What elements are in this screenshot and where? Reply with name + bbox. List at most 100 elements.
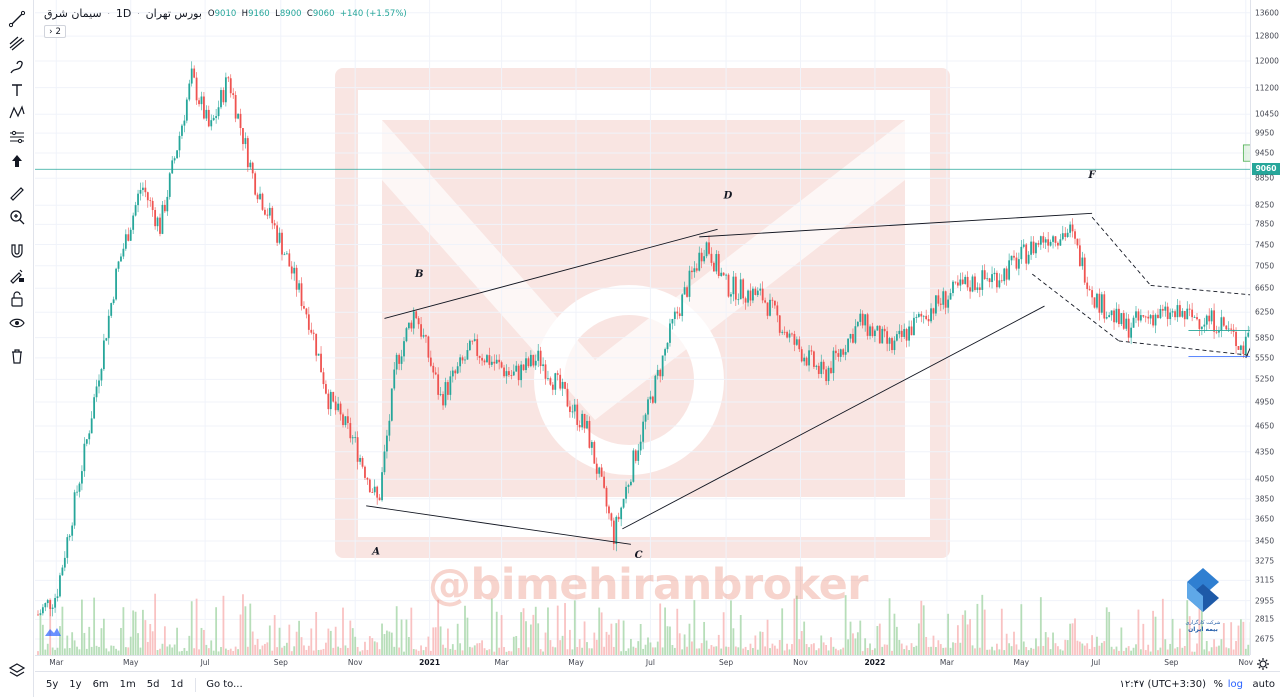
candle-body bbox=[222, 90, 225, 103]
volume-bar bbox=[798, 639, 801, 655]
price-tick: 9450 bbox=[1255, 148, 1275, 158]
timezone-clock[interactable]: ۱۲:۴۷ (UTC+3:30) bbox=[1119, 679, 1207, 690]
unlock-icon[interactable] bbox=[5, 288, 29, 310]
price-scale[interactable]: 9060 13600 12800 12000 11200 10450 9950 9450 88… bbox=[1250, 0, 1280, 655]
candle-body bbox=[464, 359, 466, 361]
volume-bar bbox=[739, 615, 742, 655]
trash-icon[interactable] bbox=[5, 345, 29, 367]
volume-bar bbox=[969, 619, 971, 655]
volume-bar bbox=[856, 632, 859, 655]
volume-bar bbox=[312, 650, 315, 655]
volume-bar bbox=[1103, 641, 1106, 655]
candle-body bbox=[988, 278, 991, 283]
chart-pane[interactable]: 0.618(5959)0.786(5571)ABCDFG bbox=[35, 0, 1250, 655]
time-tick: Nov bbox=[1238, 658, 1254, 667]
volume-bar bbox=[1125, 647, 1128, 655]
layers-icon[interactable] bbox=[8, 662, 26, 680]
auto-scale-toggle[interactable]: auto bbox=[1252, 679, 1275, 690]
volume-bar bbox=[1035, 638, 1037, 655]
candle-body bbox=[742, 279, 745, 299]
price-chart[interactable]: 0.618(5959)0.786(5571)ABCDFG bbox=[35, 0, 1250, 655]
volume-bar bbox=[573, 600, 576, 655]
volume-bar bbox=[791, 644, 793, 655]
candle-body bbox=[864, 314, 867, 326]
candle-body bbox=[234, 95, 237, 119]
volume-bar bbox=[1074, 618, 1076, 655]
volume-bar bbox=[649, 642, 652, 655]
volume-bar bbox=[1203, 649, 1206, 655]
time-scale[interactable]: Mar May Jul Sep Nov 2021 Mar May Jul Sep Nov 2022 Ma… bbox=[35, 655, 1254, 670]
range-5d-button[interactable]: 5d bbox=[146, 679, 160, 690]
range-5y-button[interactable]: 5y bbox=[46, 679, 59, 690]
volume-bar bbox=[88, 626, 91, 655]
candle-body bbox=[427, 336, 430, 358]
volume-bar bbox=[954, 642, 957, 655]
volume-bar bbox=[620, 651, 623, 655]
candle-body bbox=[490, 361, 493, 365]
candle-body bbox=[41, 607, 44, 614]
volume-bar bbox=[1237, 625, 1240, 655]
volume-bar bbox=[488, 649, 491, 655]
series-legend[interactable]: سیمان شرق · 1D · بورس تهران O9010 H9160 … bbox=[44, 7, 407, 20]
arrow-cursor-icon[interactable] bbox=[5, 150, 29, 172]
ruler-icon[interactable] bbox=[5, 183, 29, 205]
volume-bar bbox=[942, 647, 945, 655]
prediction-icon[interactable] bbox=[5, 126, 29, 148]
volume-bar bbox=[251, 631, 254, 655]
indicators-toggle-button[interactable]: › 2 bbox=[44, 25, 66, 38]
eye-icon[interactable] bbox=[5, 312, 29, 334]
gear-icon[interactable] bbox=[1256, 657, 1270, 671]
lock-drawing-icon[interactable] bbox=[5, 264, 29, 286]
candle-body bbox=[603, 476, 605, 488]
candle-body bbox=[859, 313, 862, 322]
range-1m-button[interactable]: 1m bbox=[119, 679, 136, 690]
candle-body bbox=[620, 507, 623, 520]
candle-body bbox=[78, 483, 81, 492]
symbol-name[interactable]: سیمان شرق bbox=[44, 7, 102, 20]
percent-scale-toggle[interactable]: % bbox=[1213, 679, 1223, 690]
pitchfork-icon[interactable] bbox=[5, 32, 29, 54]
text-icon[interactable] bbox=[5, 79, 29, 101]
candle-body bbox=[1013, 255, 1015, 258]
volume-bar bbox=[817, 648, 820, 655]
trend-line-icon[interactable] bbox=[5, 8, 29, 30]
candle-body bbox=[637, 450, 640, 461]
range-1y-button[interactable]: 1y bbox=[69, 679, 82, 690]
volume-bar bbox=[764, 646, 767, 655]
magnet-icon[interactable] bbox=[5, 240, 29, 262]
price-tick: 8850 bbox=[1255, 173, 1275, 183]
candle-body bbox=[317, 353, 320, 356]
brush-icon[interactable] bbox=[5, 56, 29, 78]
volume-bar bbox=[669, 626, 671, 655]
candle-body bbox=[264, 209, 266, 215]
candle-body bbox=[1227, 328, 1230, 330]
zoom-in-icon[interactable] bbox=[5, 206, 29, 228]
candle-body bbox=[405, 328, 408, 342]
volume-bar bbox=[39, 614, 42, 655]
candle-body bbox=[188, 83, 191, 100]
volume-bar bbox=[412, 649, 415, 655]
candle-body bbox=[539, 350, 542, 367]
volume-bar bbox=[83, 632, 86, 655]
tradingview-logo-icon[interactable] bbox=[44, 626, 62, 638]
candle-body bbox=[203, 96, 205, 119]
interval-label[interactable]: 1D bbox=[115, 7, 132, 20]
candle-body bbox=[681, 294, 684, 316]
goto-date-button[interactable]: Go to... bbox=[206, 679, 243, 690]
volume-bar bbox=[869, 643, 871, 655]
candle-body bbox=[1242, 345, 1245, 354]
log-scale-toggle[interactable]: log bbox=[1227, 679, 1243, 690]
candle-body bbox=[622, 498, 625, 508]
volume-bar bbox=[468, 646, 471, 655]
candle-body bbox=[544, 364, 547, 379]
candle-body bbox=[1179, 305, 1181, 317]
range-1d-button[interactable]: 1d bbox=[170, 679, 184, 690]
candle-body bbox=[581, 413, 584, 428]
candle-body bbox=[686, 287, 688, 297]
pattern-icon[interactable] bbox=[5, 102, 29, 124]
volume-bar bbox=[1044, 632, 1047, 655]
candle-body bbox=[913, 317, 915, 336]
candle-body bbox=[1083, 257, 1086, 283]
range-6m-button[interactable]: 6m bbox=[92, 679, 109, 690]
